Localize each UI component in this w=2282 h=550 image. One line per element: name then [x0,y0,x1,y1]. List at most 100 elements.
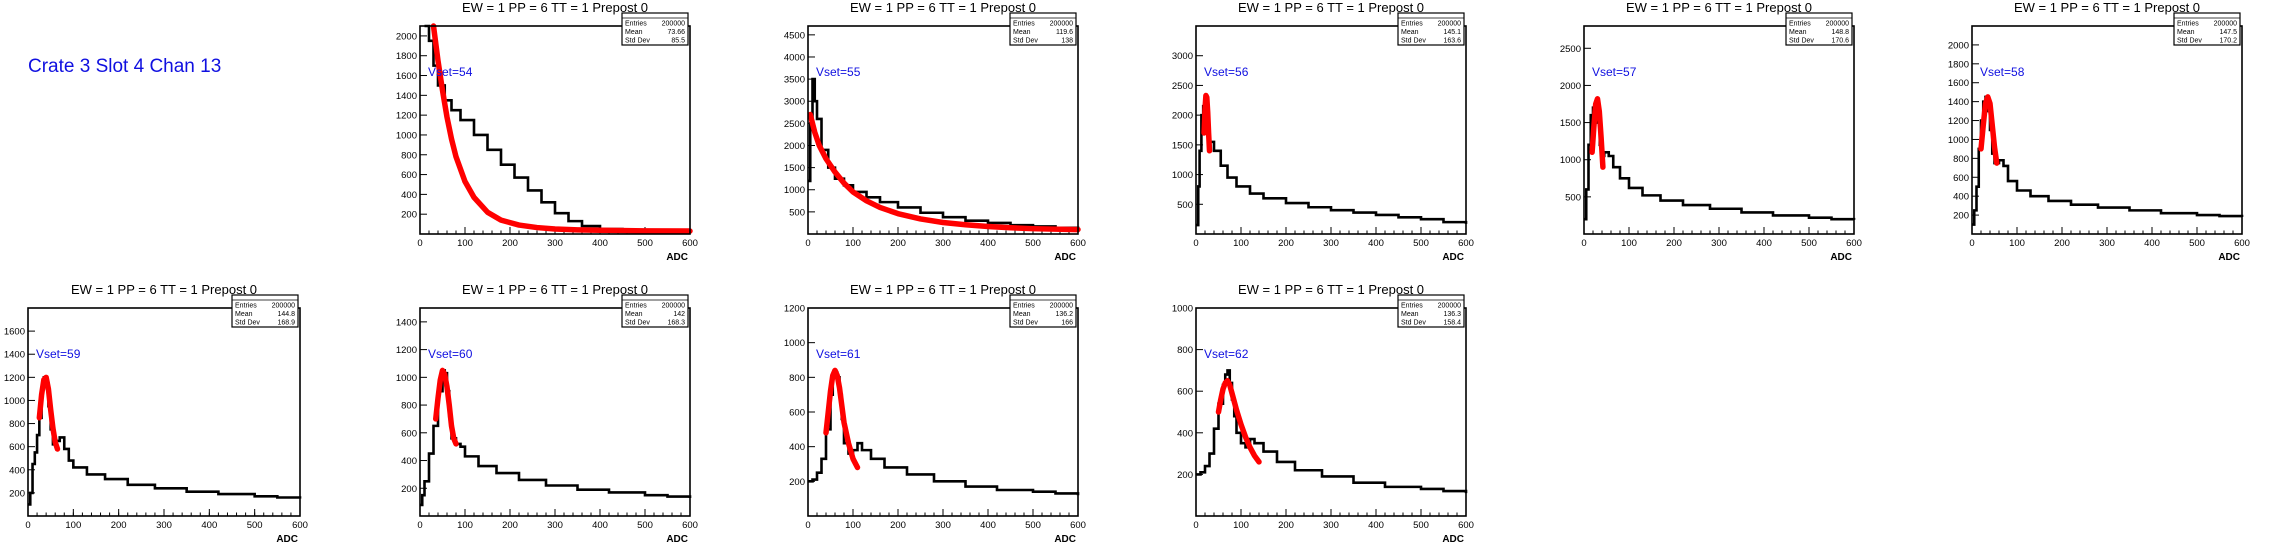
data-histogram [1972,95,2244,226]
y-tick-label: 1500 [784,163,805,174]
stats-label: Entries [235,303,257,310]
x-tick-label: 400 [201,520,217,531]
fit-curve [1978,94,2000,166]
y-tick-label: 200 [401,210,417,221]
stats-label: Mean [625,29,643,36]
x-tick-label: 0 [417,520,422,531]
x-tick-label: 600 [682,238,698,249]
x-tick-label: 400 [2144,238,2160,249]
x-tick-label: 500 [1413,520,1429,531]
x-tick-label: 300 [935,520,951,531]
fit-curve [430,23,693,234]
stats-label: Mean [1013,311,1031,318]
y-tick-label: 1000 [396,373,417,384]
stats-value: 200000 [2214,21,2237,28]
x-tick-label: 100 [1233,520,1249,531]
stats-label: Std Dev [2177,38,2202,45]
x-tick-label: 100 [457,238,473,249]
plot-frame [1195,307,1467,517]
stats-value: 148.8 [1831,29,1849,36]
stats-label: Std Dev [1789,38,1814,45]
x-tick-label: 0 [1193,520,1198,531]
x-tick-label: 400 [1756,238,1772,249]
y-tick-label: 1400 [1948,97,1969,108]
stats-value: 170.2 [2219,38,2237,45]
x-tick-label: 300 [1323,238,1339,249]
y-tick-label: 400 [401,456,417,467]
stats-label: Entries [1789,21,1811,28]
plot-frame [1971,25,2243,235]
y-tick-label: 3000 [1172,51,1193,62]
stats-value: 136.2 [1055,311,1073,318]
y-tick-label: 600 [789,408,805,419]
y-tick-label: 400 [1953,192,1969,203]
x-tick-label: 500 [1025,238,1041,249]
stats-value: 138 [1061,38,1073,45]
x-tick-label: 0 [25,520,30,531]
data-histogram [808,77,1080,230]
y-tick-label: 400 [401,190,417,201]
stats-value: 163.6 [1443,38,1461,45]
x-tick-label: 200 [502,238,518,249]
y-tick-label: 1000 [1560,155,1581,166]
fit-curve [1589,96,1606,170]
histogram-panel: EW = 1 PP = 6 TT = 1 Prepost 0 200 400 600 8… [4,282,308,545]
stats-label: Std Dev [235,320,260,327]
x-tick-label: 100 [845,238,861,249]
data-histogram [420,369,692,507]
y-tick-label: 1500 [1560,118,1581,129]
x-axis-label: ADC [666,252,688,263]
vset-annotation: Vset=60 [428,347,473,361]
histogram-panel: EW = 1 PP = 6 TT = 1 Prepost 0 200 400 600 8… [396,282,698,545]
y-tick-label: 3000 [784,97,805,108]
fit-curve [807,111,1081,233]
stats-label: Std Dev [1013,38,1038,45]
y-tick-label: 1000 [4,396,25,407]
y-tick-label: 600 [401,170,417,181]
x-tick-label: 400 [592,520,608,531]
x-tick-label: 500 [1801,238,1817,249]
x-tick-label: 600 [292,520,308,531]
y-tick-label: 3500 [784,75,805,86]
fit-curve [36,374,61,452]
stats-value: 144.8 [277,311,295,318]
y-tick-label: 800 [1953,154,1969,165]
plot-frame [1195,25,1467,235]
y-tick-label: 2500 [784,119,805,130]
y-tick-label: 2500 [1560,44,1581,55]
stats-value: 200000 [1050,303,1073,310]
y-tick-label: 1800 [396,51,417,62]
y-tick-label: 1800 [1948,59,1969,70]
vset-annotation: Vset=56 [1204,65,1249,79]
y-tick-label: 200 [401,484,417,495]
y-tick-label: 600 [401,428,417,439]
stats-value: 85.5 [671,38,685,45]
vset-annotation: Vset=55 [816,65,861,79]
panel-title: EW = 1 PP = 6 TT = 1 Prepost 0 [1238,282,1424,297]
y-tick-label: 800 [401,401,417,412]
y-tick-label: 2000 [1172,111,1193,122]
stats-value: 200000 [272,303,295,310]
stats-value: 168.9 [277,320,295,327]
y-tick-label: 600 [1953,173,1969,184]
y-tick-label: 600 [1177,387,1193,398]
x-tick-label: 200 [111,520,127,531]
x-tick-label: 300 [935,238,951,249]
x-tick-label: 100 [1621,238,1637,249]
fit-curve [1201,92,1213,154]
x-tick-label: 400 [1368,238,1384,249]
histogram-panel: EW = 1 PP = 6 TT = 1 Prepost 05001000150… [784,0,1086,263]
vset-annotation: Vset=54 [428,65,473,79]
stats-value: 200000 [1050,21,1073,28]
x-axis-label: ADC [1830,252,1852,263]
x-tick-label: 300 [2099,238,2115,249]
stats-label: Entries [625,303,647,310]
x-tick-label: 500 [637,520,653,531]
x-axis-label: ADC [2218,252,2240,263]
x-tick-label: 0 [805,238,810,249]
stats-label: Entries [625,21,647,28]
fit-curve [433,367,459,447]
y-tick-label: 600 [9,442,25,453]
stats-value: 200000 [662,21,685,28]
y-tick-label: 1200 [784,304,805,315]
